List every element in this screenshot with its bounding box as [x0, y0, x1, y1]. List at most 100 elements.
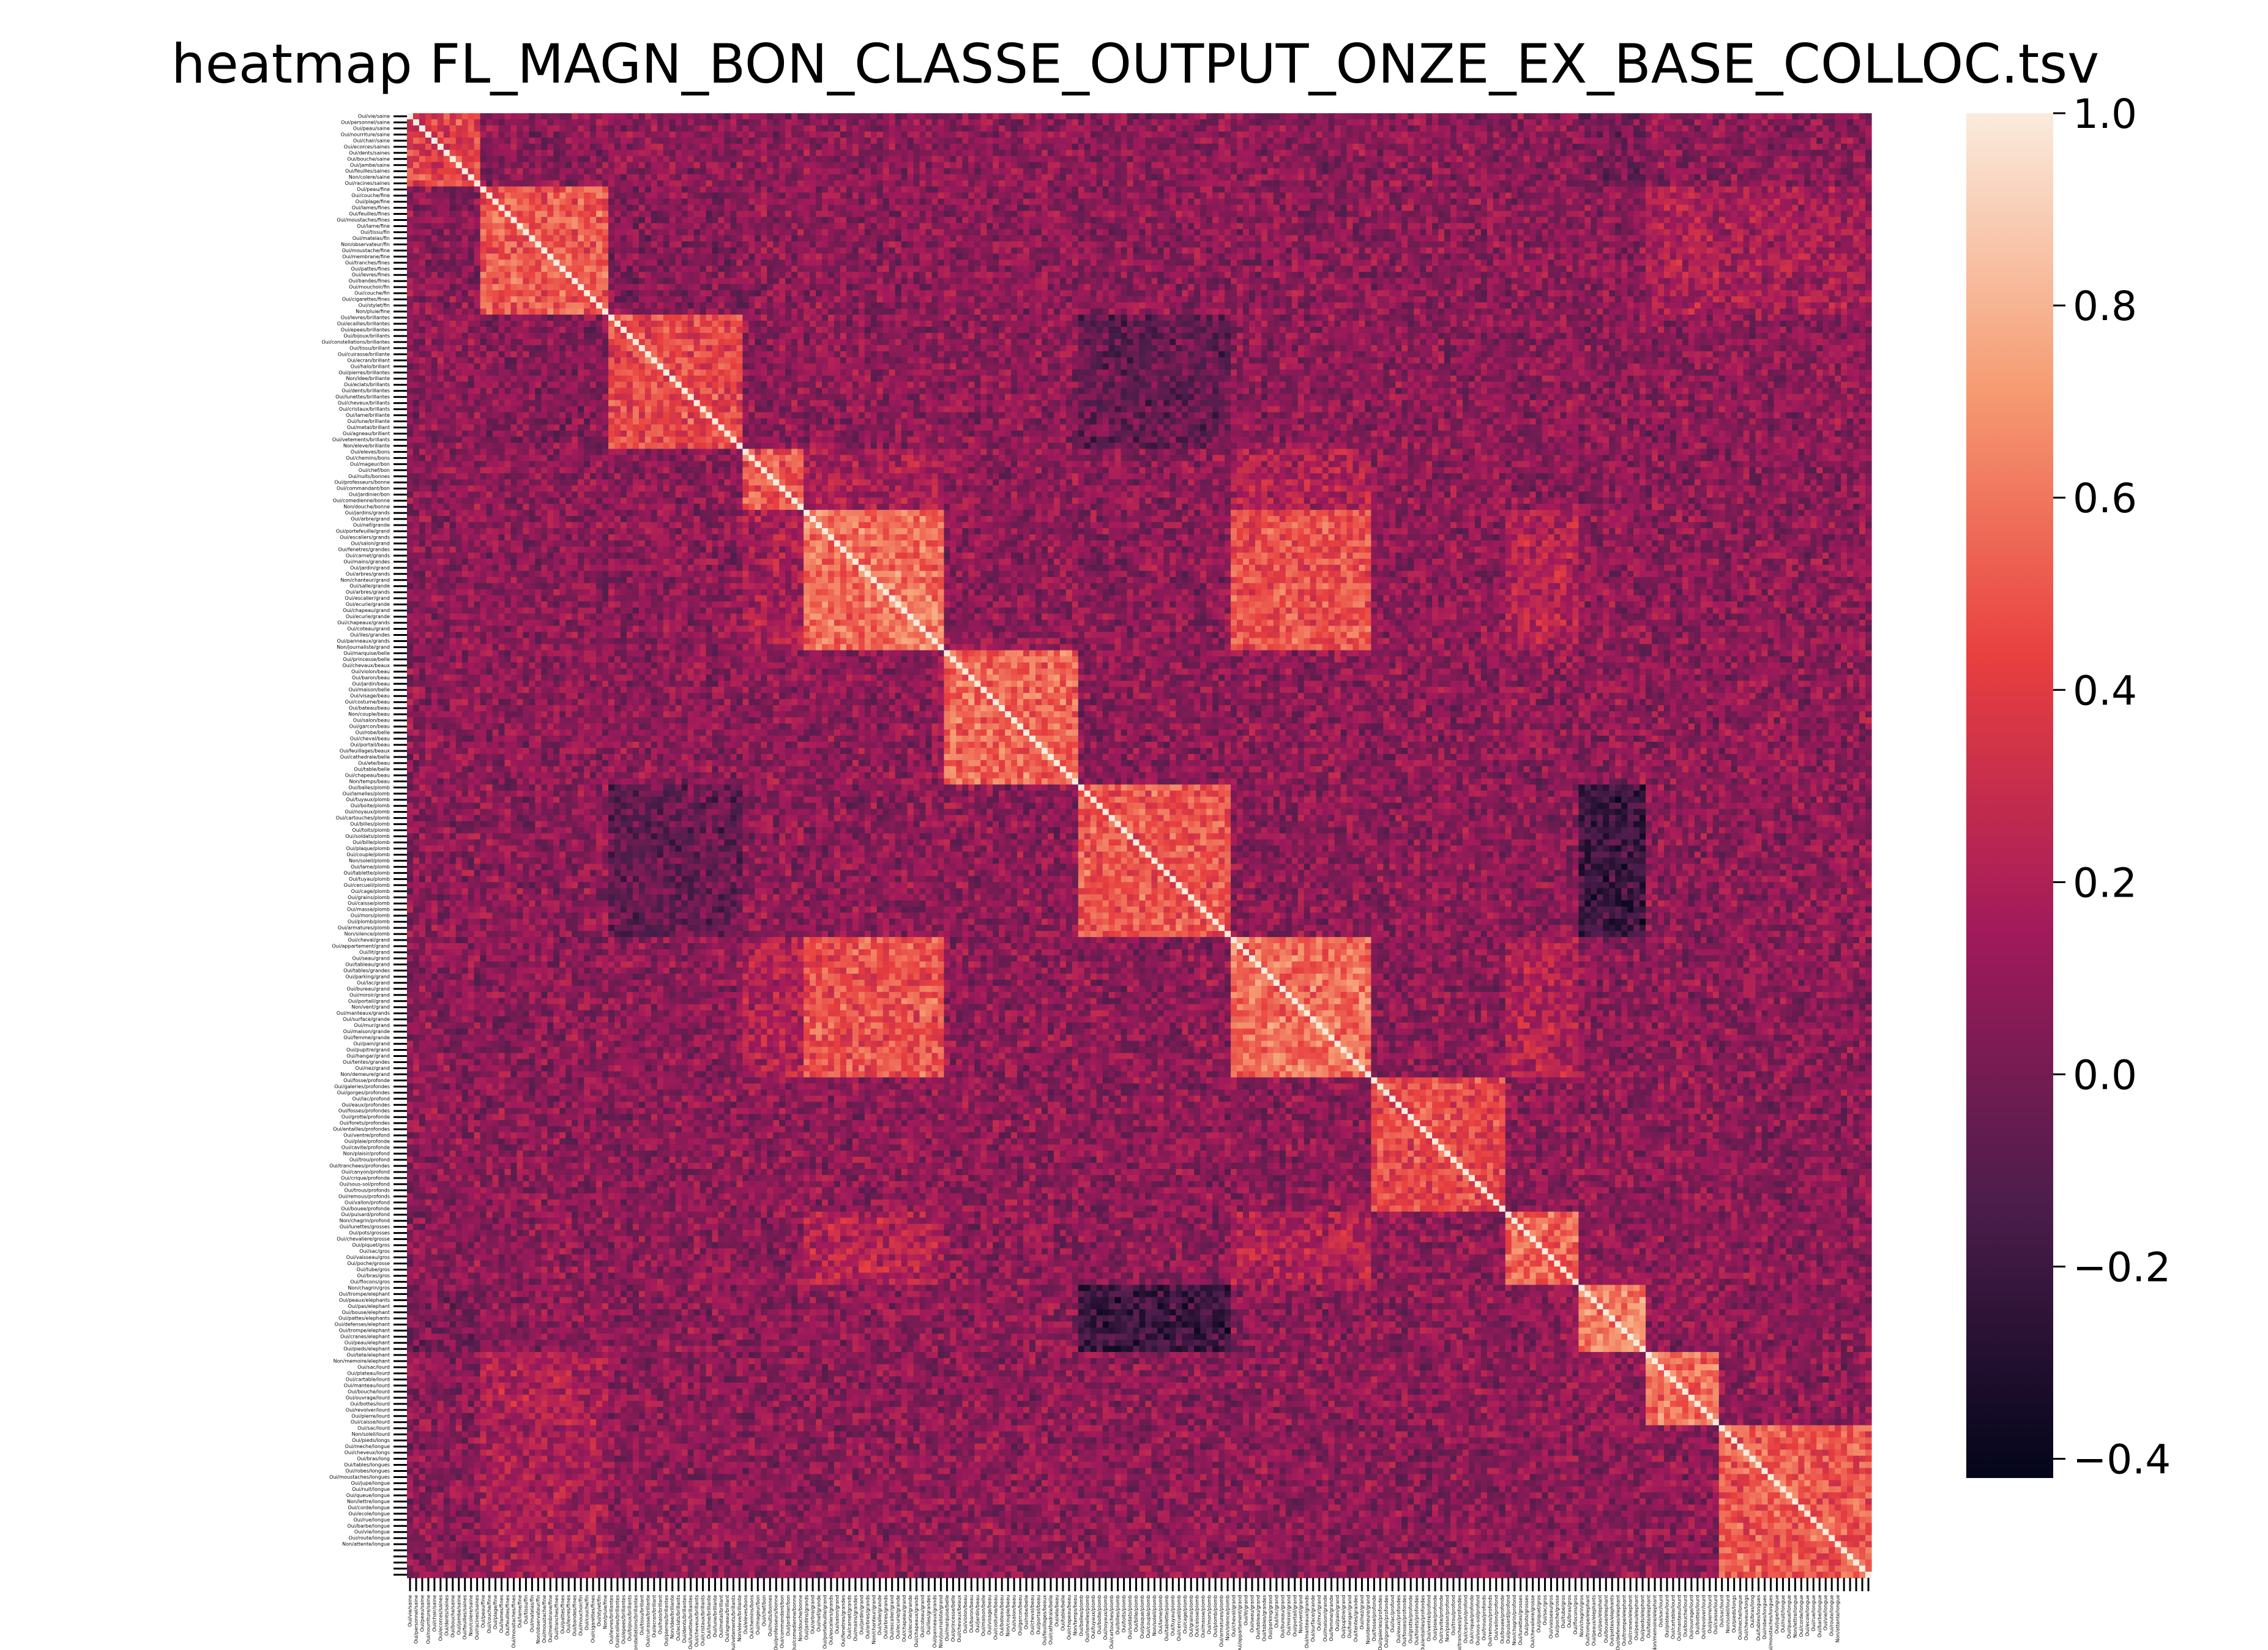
heatmap-cell [1249, 144, 1256, 151]
heatmap-cell [1853, 138, 1860, 144]
heatmap-cell [1463, 138, 1469, 144]
heatmap-cell [1719, 144, 1726, 151]
heatmap-cell [1298, 150, 1305, 157]
heatmap-cell [968, 132, 975, 138]
heatmap-cell [1701, 144, 1707, 151]
heatmap-cell [1597, 162, 1603, 169]
heatmap-cell [1304, 113, 1311, 120]
heatmap-cell [974, 138, 981, 144]
heatmap-cell [438, 150, 444, 157]
heatmap-cell [1426, 168, 1433, 175]
heatmap-cell [706, 156, 713, 163]
heatmap-cell [871, 113, 878, 120]
heatmap-cell [1352, 174, 1359, 181]
heatmap-cell [871, 193, 878, 200]
heatmap-cell [1280, 181, 1286, 187]
heatmap-cell [840, 125, 847, 132]
heatmap-cell [999, 125, 1005, 132]
heatmap-cell [1127, 168, 1134, 175]
row-label: Oui/escaliers/grands [340, 534, 390, 540]
heatmap-cell [523, 181, 529, 187]
heatmap-cell [1725, 181, 1732, 187]
row-label: Oui/tables/longues [344, 1462, 390, 1468]
heatmap-cell [1444, 150, 1451, 157]
row-label: Oui/violon/beau [351, 669, 390, 674]
heatmap-cell [724, 138, 731, 144]
heatmap-cell [547, 174, 554, 181]
heatmap-cell [822, 168, 829, 175]
heatmap-cell [974, 119, 981, 126]
heatmap-cell [761, 168, 767, 175]
heatmap-cell [1768, 174, 1775, 181]
heatmap-cell [962, 168, 969, 175]
heatmap-cell [407, 193, 414, 200]
heatmap-cell [1115, 193, 1122, 200]
heatmap-cell [1200, 181, 1207, 187]
heatmap-cell [1780, 113, 1786, 120]
heatmap-cell [1768, 181, 1775, 187]
heatmap-cell [1140, 156, 1146, 163]
heatmap-cell [1151, 174, 1158, 181]
heatmap-cell [1237, 187, 1244, 193]
heatmap-cell [1633, 119, 1640, 126]
heatmap-cell [456, 132, 463, 138]
heatmap-cell [1157, 162, 1164, 169]
heatmap-cell [1475, 125, 1482, 132]
heatmap-cell [1145, 132, 1152, 138]
heatmap-cell [724, 150, 731, 157]
heatmap-cell [748, 174, 755, 181]
heatmap-cell [816, 132, 823, 138]
heatmap-cell [859, 132, 865, 138]
heatmap-cell [926, 119, 933, 126]
heatmap-cell [767, 113, 774, 120]
heatmap-cell [1329, 187, 1335, 193]
heatmap-cell [1554, 138, 1561, 144]
heatmap-cell [1103, 156, 1110, 163]
heatmap-cell [413, 125, 420, 132]
heatmap-cell [1676, 174, 1683, 181]
heatmap-cell [1408, 193, 1414, 200]
heatmap-cell [797, 156, 804, 163]
heatmap-cell [980, 162, 987, 169]
heatmap-cell [1481, 174, 1488, 181]
heatmap-cell [956, 150, 963, 157]
heatmap-cell [1603, 132, 1610, 138]
heatmap-cell [1566, 162, 1573, 169]
heatmap-cell [425, 119, 432, 126]
heatmap-cell [846, 193, 853, 200]
heatmap-cell [608, 125, 615, 132]
heatmap-cell [1518, 156, 1524, 163]
heatmap-cell [1072, 162, 1079, 169]
heatmap-cell [590, 181, 597, 187]
heatmap-cell [1280, 168, 1286, 175]
heatmap-cell [1469, 132, 1475, 138]
heatmap-cell [1676, 181, 1683, 187]
heatmap-cell [1475, 113, 1482, 120]
heatmap-cell [926, 156, 933, 163]
heatmap-cell [1255, 144, 1262, 151]
heatmap-cell [1225, 162, 1231, 169]
heatmap-cell [1261, 181, 1268, 187]
heatmap-cell [1389, 168, 1396, 175]
heatmap-cell [1450, 181, 1457, 187]
heatmap-cell [779, 193, 786, 200]
row-label: Oui/ecailles/brillantes [337, 321, 390, 326]
heatmap-cell [1218, 162, 1225, 169]
row-label: Oui/lunettes/grosses [340, 1224, 390, 1230]
row-label: Oui/robe/belle [356, 730, 390, 736]
heatmap-cell [1688, 144, 1695, 151]
heatmap-cell [1658, 156, 1665, 163]
heatmap-cell [1298, 119, 1305, 126]
heatmap-cell [1829, 150, 1835, 157]
heatmap-cell [987, 156, 993, 163]
heatmap-cell [651, 156, 658, 163]
heatmap-cell [468, 162, 475, 169]
heatmap-cell [1542, 113, 1549, 120]
heatmap-cell [1639, 132, 1646, 138]
heatmap-cell [1352, 187, 1359, 193]
heatmap-cell [413, 187, 420, 193]
heatmap-cell [700, 113, 707, 120]
heatmap-cell [950, 132, 957, 138]
heatmap-cell [1127, 181, 1134, 187]
heatmap-cell [505, 162, 512, 169]
